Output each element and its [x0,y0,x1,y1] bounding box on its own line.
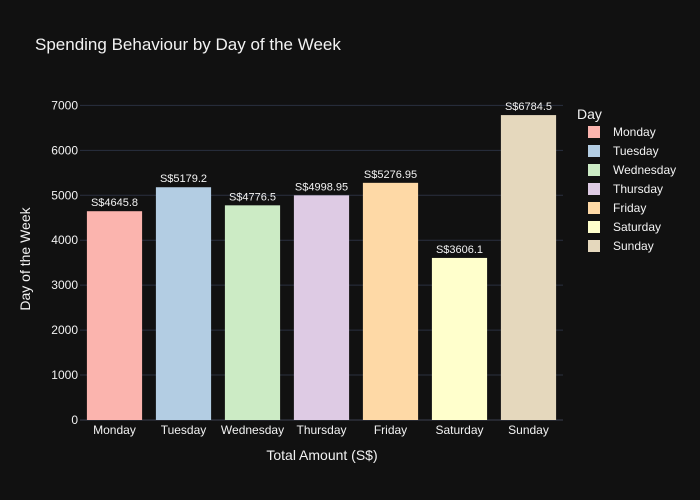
legend-title: Day [577,106,602,122]
legend-label: Saturday [613,220,661,234]
legend-item-saturday[interactable]: Saturday [588,220,661,234]
bars [86,115,557,421]
legend-label: Tuesday [613,144,659,158]
legend-label: Monday [613,125,656,139]
legend-item-monday[interactable]: Monday [588,125,656,139]
x-tick-label: Monday [93,423,136,437]
legend-swatch [588,164,600,176]
x-axis-title: Total Amount (S$) [266,447,377,463]
legend-swatch [588,240,600,252]
y-tick-label: 7000 [51,98,78,112]
y-tick-label: 3000 [51,278,78,292]
bar-data-label: S$5179.2 [160,173,207,185]
x-tick-label: Wednesday [221,423,284,437]
bar-data-label: S$4645.8 [91,197,138,209]
y-tick-label: 5000 [51,188,78,202]
y-tick-label: 2000 [51,323,78,337]
legend-swatch [588,221,600,233]
x-tick-label: Sunday [508,423,549,437]
y-axis-title: Day of the Week [17,206,33,310]
legend-label: Wednesday [613,163,676,177]
bar-data-label: S$4776.5 [229,191,276,203]
bar-sunday [500,115,557,421]
legend-item-friday[interactable]: Friday [588,201,646,215]
legend-item-wednesday[interactable]: Wednesday [588,163,676,177]
bar-data-label: S$4998.95 [295,181,348,193]
legend-label: Thursday [613,182,663,196]
y-axis-ticks: 0 1000 2000 3000 4000 5000 6000 7000 [51,98,78,427]
bar-monday [86,211,143,420]
bar-saturday [431,257,488,420]
y-tick-label: 4000 [51,233,78,247]
x-tick-label: Friday [374,423,407,437]
bar-wednesday [224,205,281,420]
bar-friday [362,182,419,420]
bar-data-label: S$6784.5 [505,101,552,113]
bar-tuesday [155,187,212,420]
x-tick-label: Tuesday [161,423,207,437]
legend-swatch [588,145,600,157]
legend-swatch [588,202,600,214]
legend-item-thursday[interactable]: Thursday [588,182,663,196]
bar-data-label: S$3606.1 [436,244,483,256]
legend-label: Friday [613,201,646,215]
y-tick-label: 0 [71,413,78,427]
legend-swatch [588,126,600,138]
bar-data-label: S$5276.95 [364,169,417,181]
legend-item-sunday[interactable]: Sunday [588,239,654,253]
chart-title: Spending Behaviour by Day of the Week [35,35,341,54]
y-tick-label: 1000 [51,368,78,382]
bar-data-labels: S$4645.8 S$5179.2 S$4776.5 S$4998.95 S$5276.… [91,101,552,256]
bar-thursday [293,195,350,420]
legend-item-tuesday[interactable]: Tuesday [588,144,659,158]
y-tick-label: 6000 [51,143,78,157]
x-tick-label: Thursday [296,423,346,437]
x-axis-ticks: Monday Tuesday Wednesday Thursday Friday Satu… [93,423,549,437]
legend-swatch [588,183,600,195]
legend-label: Sunday [613,239,654,253]
x-tick-label: Saturday [435,423,483,437]
legend: Day Monday Tuesday Wednesday Thursday Friday… [577,106,676,253]
